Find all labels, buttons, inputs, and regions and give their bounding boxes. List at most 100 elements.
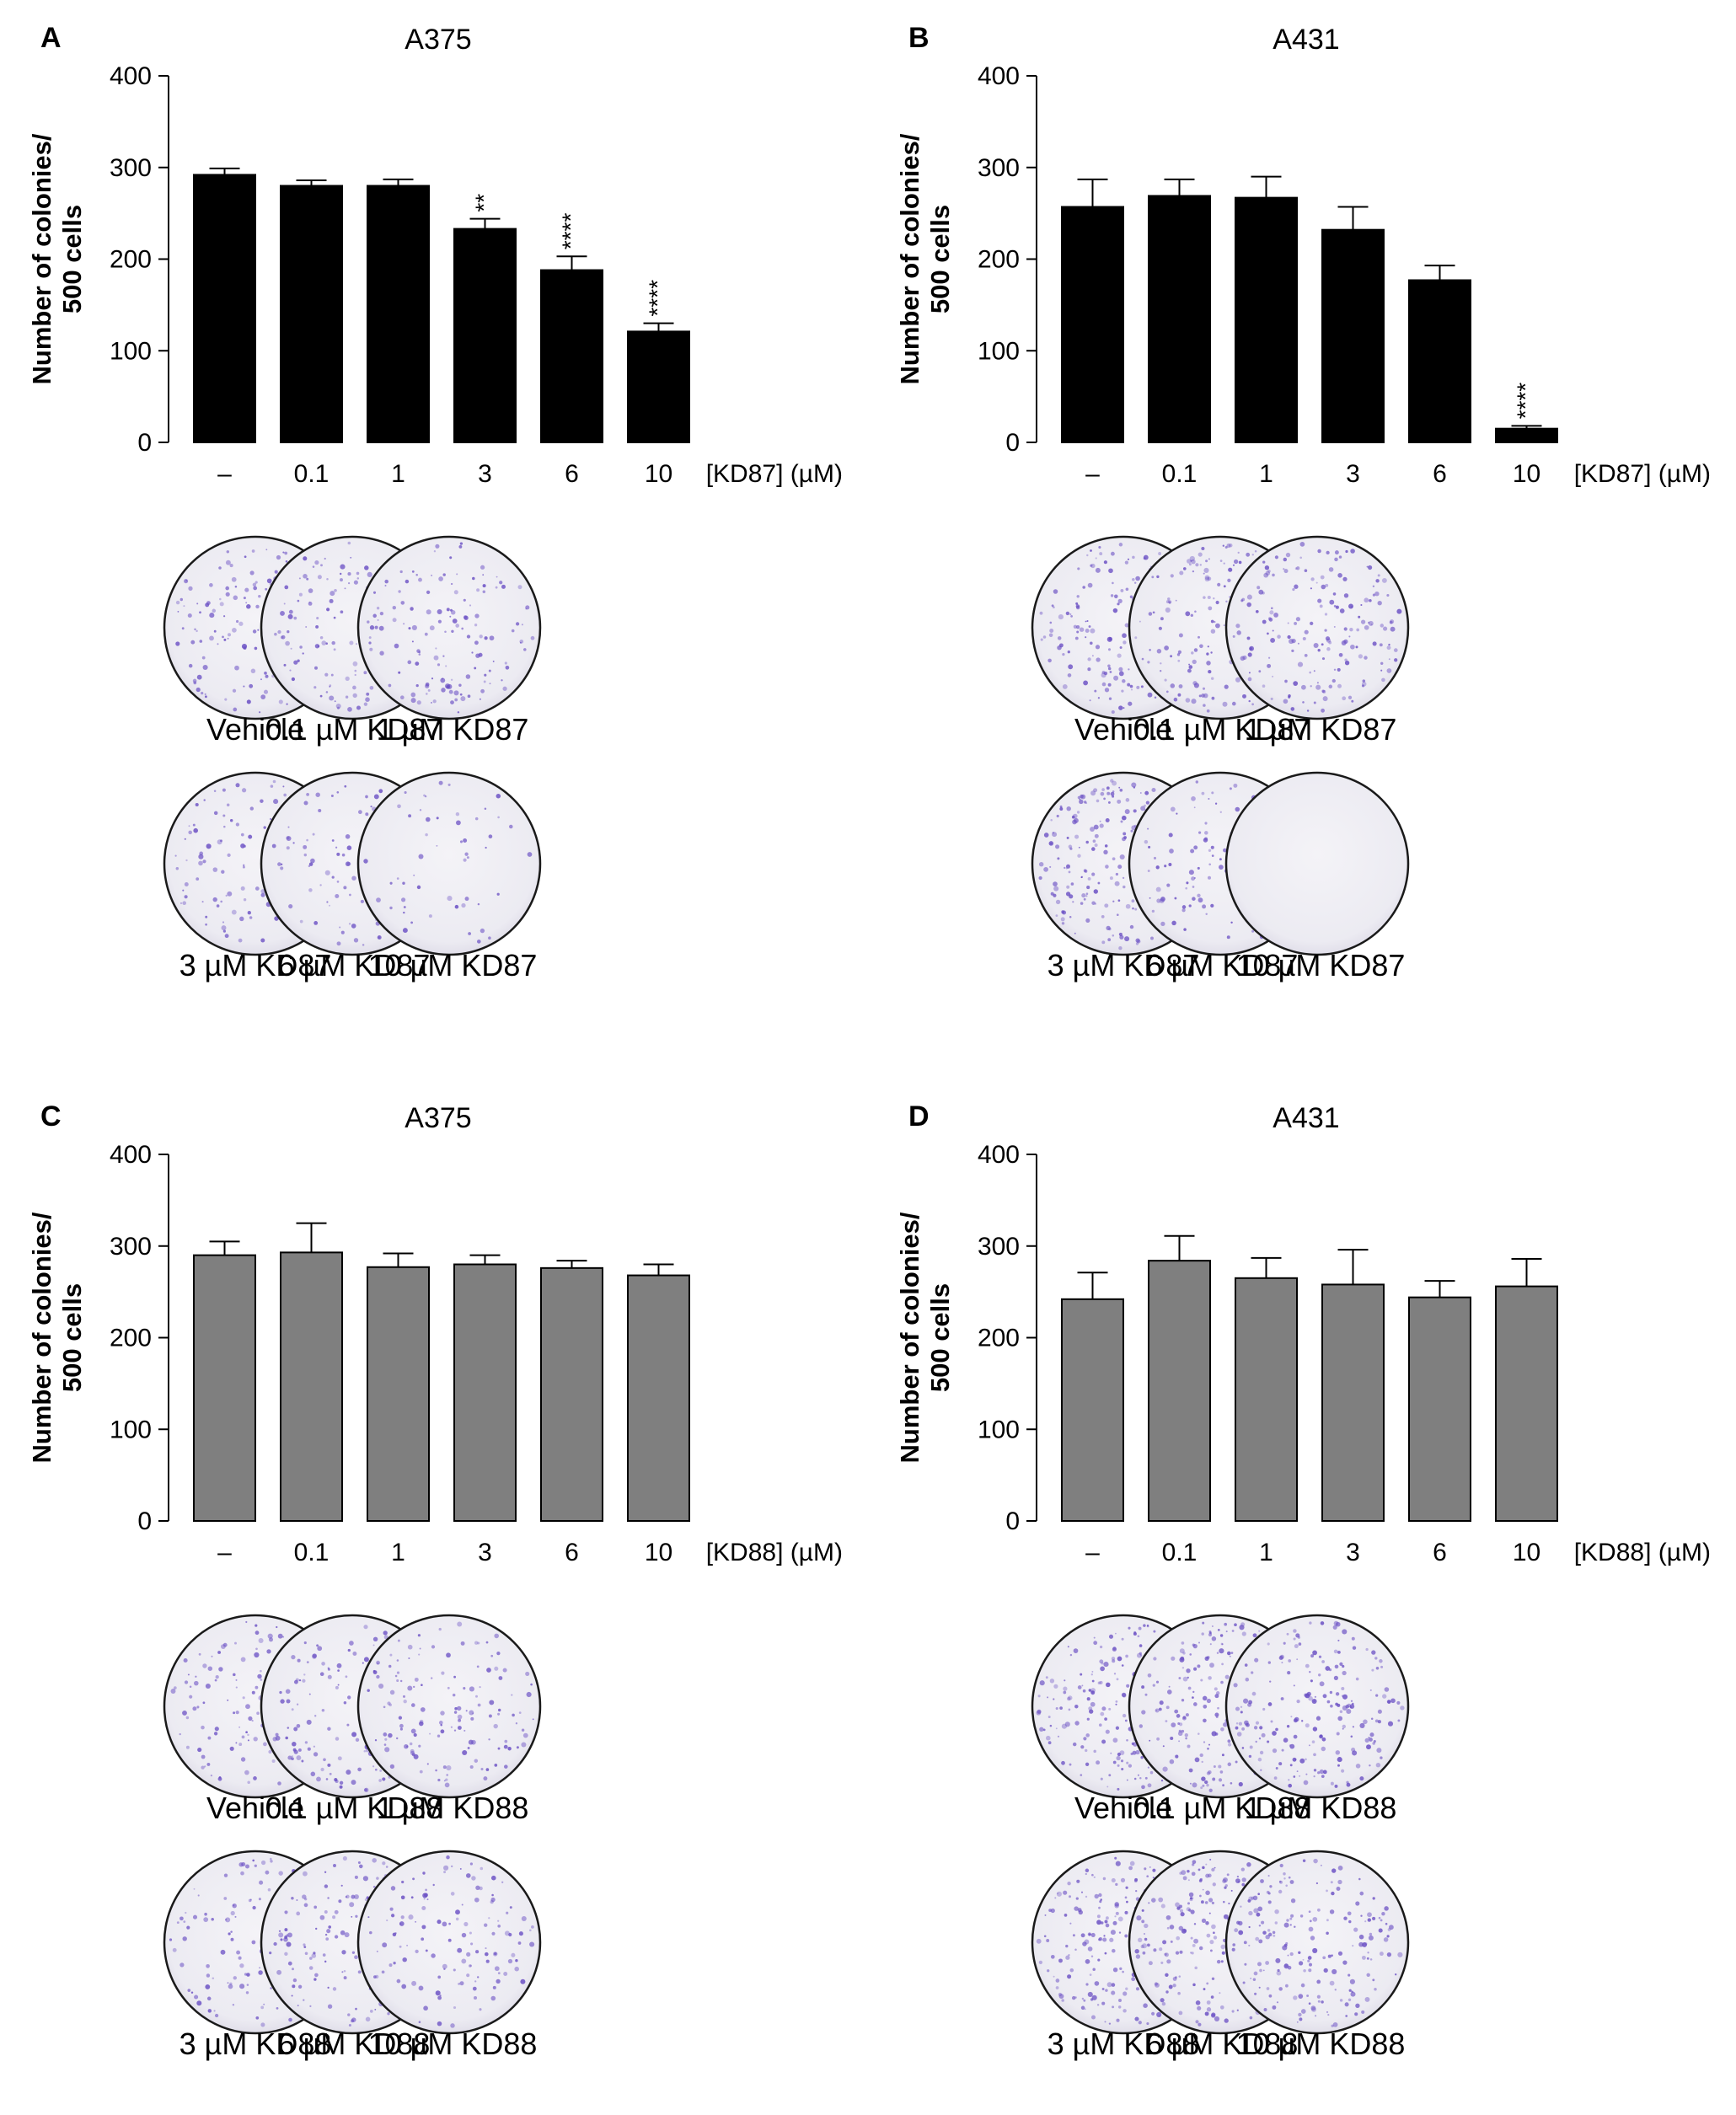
- y-tick-label: 300: [978, 1233, 1020, 1261]
- x-tick-label: 0.1: [294, 460, 330, 488]
- chart-title: A431: [1273, 1102, 1339, 1134]
- y-axis-label: Number of colonies/500 cells: [895, 1212, 955, 1463]
- x-tick-label: 3: [478, 460, 492, 488]
- x-tick-label: 6: [1433, 460, 1447, 488]
- x-tick-label: 10: [1513, 460, 1540, 488]
- bar: [1495, 1285, 1558, 1522]
- bar: [193, 174, 256, 443]
- bar: [1061, 206, 1124, 443]
- y-tick-label: 200: [110, 1325, 152, 1352]
- culture-plate: [356, 771, 542, 956]
- x-tick-label: 3: [478, 1539, 492, 1566]
- plate-label: 1 µM KD87: [1245, 712, 1397, 747]
- plate-label: 3 µM KD87: [179, 948, 332, 983]
- bar: [1061, 1298, 1124, 1522]
- y-tick-label: 400: [978, 1141, 1020, 1169]
- panel-letter: D: [908, 1100, 930, 1132]
- bar: [453, 1263, 517, 1522]
- plate-label: 0.1 µM KD87: [1133, 712, 1311, 747]
- plate-label: 3 µM KD88: [1047, 2027, 1200, 2061]
- significance-label: ****: [558, 213, 584, 250]
- plate-label: 1 µM KD87: [377, 712, 529, 747]
- y-tick-label: 400: [110, 1141, 152, 1169]
- plate-label: 3 µM KD87: [1047, 948, 1200, 983]
- x-tick-label: 1: [1259, 460, 1273, 488]
- panel-b: B A431 Number of colonies/500 cells 0 100 200…: [868, 0, 1736, 1036]
- bar: [540, 269, 603, 443]
- y-tick-label: 200: [978, 1325, 1020, 1352]
- panel-letter: B: [908, 22, 930, 54]
- bar: [1148, 1260, 1211, 1522]
- bar: [453, 228, 517, 443]
- y-tick-label: 200: [978, 246, 1020, 274]
- y-tick-label: 300: [110, 154, 152, 182]
- y-axis-label: Number of colonies/500 cells: [27, 133, 87, 384]
- y-tick-label: 100: [110, 1416, 152, 1443]
- panel-c: C A375 Number of colonies/500 cells 0 100 200…: [0, 1079, 868, 2115]
- plate-label: Vehicle: [1074, 712, 1172, 747]
- y-tick-label: 100: [978, 337, 1020, 365]
- x-axis-label: [KD88] (µM): [706, 1539, 843, 1566]
- bar: [367, 1266, 430, 1522]
- culture-plate: [1224, 771, 1410, 956]
- culture-plate: [1224, 535, 1410, 720]
- plate-label: 6 µM KD87: [278, 948, 431, 983]
- plate-label: 1 µM KD88: [1245, 1791, 1397, 1825]
- x-tick-label: 6: [1433, 1539, 1447, 1566]
- x-tick-label: 1: [391, 1539, 405, 1566]
- x-tick-label: 1: [391, 460, 405, 488]
- bar: [1408, 279, 1471, 444]
- panel-c-svg: C A375 Number of colonies/500 cells 0 100 200…: [27, 1100, 843, 2061]
- y-tick-label: 100: [110, 337, 152, 365]
- x-tick-label: 0.1: [1162, 1539, 1198, 1566]
- bar: [193, 1254, 256, 1522]
- chart-title: A431: [1273, 24, 1339, 56]
- y-tick-label: 100: [978, 1416, 1020, 1443]
- plate-label: 10 µM KD88: [368, 2027, 538, 2061]
- x-tick-label: 0.1: [294, 1539, 330, 1566]
- x-tick-label: 0.1: [1162, 460, 1198, 488]
- plate-label: Vehicle: [1074, 1791, 1172, 1825]
- bar: [280, 1251, 343, 1523]
- y-tick-label: 400: [110, 62, 152, 90]
- plate-label: 0.1 µM KD88: [265, 1791, 443, 1825]
- x-tick-label: 1: [1259, 1539, 1273, 1566]
- x-tick-label: 6: [565, 460, 579, 488]
- x-axis-label: [KD88] (µM): [1574, 1539, 1711, 1566]
- plate-label: 10 µM KD87: [368, 948, 538, 983]
- y-axis-label: Number of colonies/500 cells: [27, 1212, 87, 1463]
- significance-label: ****: [645, 280, 671, 317]
- bar: [1235, 196, 1298, 443]
- culture-plate: [356, 1614, 542, 1799]
- x-tick-label: –: [217, 1539, 232, 1566]
- bar: [367, 185, 430, 443]
- plate-label: 3 µM KD88: [179, 2027, 332, 2061]
- bar: [280, 185, 343, 443]
- y-tick-label: 200: [110, 246, 152, 274]
- chart-title: A375: [405, 1102, 471, 1134]
- plate-label: 0.1 µM KD88: [1133, 1791, 1311, 1825]
- chart-title: A375: [405, 24, 471, 56]
- bar: [1235, 1277, 1298, 1522]
- bar: [1148, 195, 1211, 443]
- plate-label: 10 µM KD87: [1236, 948, 1406, 983]
- y-axis-label: Number of colonies/500 cells: [895, 133, 955, 384]
- culture-plate: [1224, 1850, 1410, 2035]
- panel-d-svg: D A431 Number of colonies/500 cells 0 100 200…: [895, 1100, 1711, 2061]
- bar: [540, 1266, 603, 1522]
- culture-plate: [1224, 1614, 1410, 1799]
- y-tick-label: 0: [137, 429, 152, 457]
- plate-label: Vehicle: [206, 712, 304, 747]
- x-tick-label: 10: [645, 1539, 672, 1566]
- y-tick-label: 0: [1005, 1507, 1020, 1535]
- x-axis-label: [KD87] (µM): [1574, 460, 1711, 488]
- bar: [1321, 228, 1385, 444]
- x-tick-label: –: [217, 460, 232, 488]
- x-tick-label: –: [1085, 1539, 1100, 1566]
- bar: [1408, 1296, 1471, 1522]
- panel-a: A A375 Number of colonies/500 cells 0 100 200…: [0, 0, 868, 1036]
- panel-a-svg: A A375 Number of colonies/500 cells 0 100 200…: [27, 22, 843, 983]
- culture-plate: [356, 1850, 542, 2035]
- x-tick-label: 10: [1513, 1539, 1540, 1566]
- y-tick-label: 300: [978, 154, 1020, 182]
